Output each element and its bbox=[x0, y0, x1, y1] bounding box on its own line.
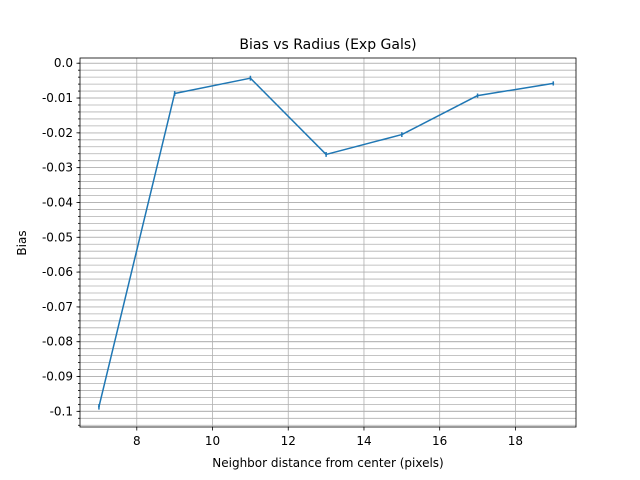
y-tick-label: -0.06 bbox=[42, 265, 73, 279]
y-tick-label: -0.09 bbox=[42, 370, 73, 384]
data-point bbox=[98, 405, 100, 408]
y-tick-label: -0.02 bbox=[42, 126, 73, 140]
y-tick-label: 0.0 bbox=[54, 56, 73, 70]
y-tick-label: -0.04 bbox=[42, 195, 73, 209]
data-point bbox=[173, 92, 176, 95]
y-tick-label: -0.08 bbox=[42, 335, 73, 349]
x-tick-label: 8 bbox=[133, 434, 141, 448]
y-tick-label: -0.1 bbox=[50, 404, 73, 418]
x-tick-label: 14 bbox=[356, 434, 371, 448]
data-point bbox=[476, 94, 479, 97]
series-layer bbox=[98, 75, 555, 410]
data-point bbox=[552, 82, 555, 85]
x-axis-label: Neighbor distance from center (pixels) bbox=[212, 456, 443, 470]
y-tick-label: -0.05 bbox=[42, 230, 73, 244]
y-tick-label: -0.01 bbox=[42, 91, 73, 105]
y-axis-label: Bias bbox=[15, 230, 29, 255]
x-tick-label: 16 bbox=[432, 434, 447, 448]
x-tick-label: 10 bbox=[205, 434, 220, 448]
x-tick-label: 18 bbox=[508, 434, 523, 448]
data-point bbox=[400, 133, 403, 136]
x-tick-label: 12 bbox=[281, 434, 296, 448]
y-tick-label: -0.03 bbox=[42, 161, 73, 175]
ticks: 8 10 12 14 16 18 0.0 -0.01 -0.02 -0.03 -0.04 -0.05 -… bbox=[42, 56, 523, 448]
data-point bbox=[325, 153, 328, 156]
data-point bbox=[249, 77, 252, 80]
plot-frame bbox=[79, 57, 577, 428]
y-tick-label: -0.07 bbox=[42, 300, 73, 314]
grid bbox=[80, 58, 576, 427]
chart-title: Bias vs Radius (Exp Gals) bbox=[239, 37, 416, 53]
